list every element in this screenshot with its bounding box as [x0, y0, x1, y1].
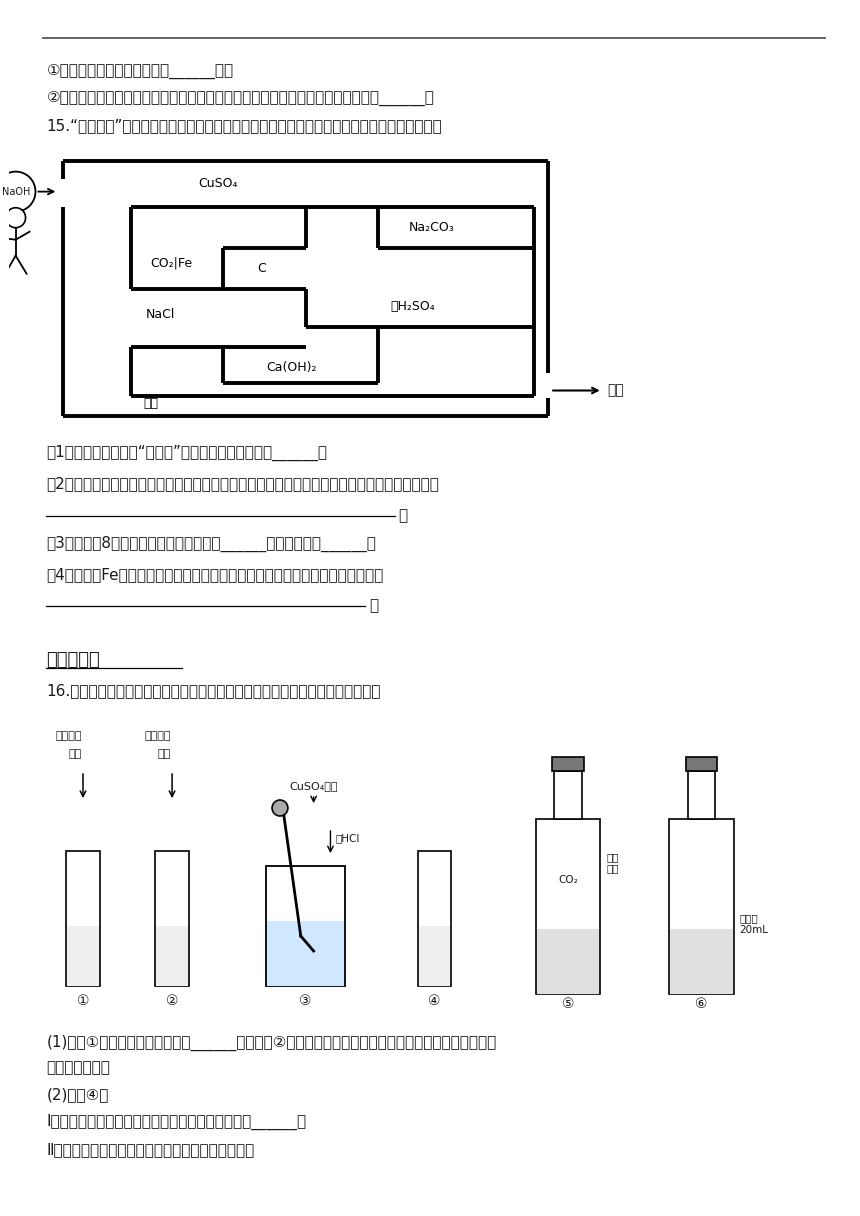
Bar [157, 927, 188, 986]
Text: (1)实验①观察到紫色石蕊溶液变______色，实验②观察到无色酔鷥溶液变成红色，由此得出：碱溶液能: (1)实验①观察到紫色石蕊溶液变______色，实验②观察到无色酔鷥溶液变成红色… [46, 1035, 496, 1051]
Text: ①: ① [77, 993, 89, 1008]
Bar [156, 851, 189, 986]
Text: C: C [258, 261, 267, 275]
Text: 滴有酚酞
的
NaOH
溶液: 滴有酚酞 的 NaOH 溶液 [293, 928, 318, 968]
Text: NaOH
溶液
20mL: NaOH 溶液 20mL [555, 946, 581, 976]
Text: 16.某化学兴趣小组开展的氧氧化钓性质系列探究活动如图所示，回答下列问题：: 16.某化学兴趣小组开展的氧氧化钓性质系列探究活动如图所示，回答下列问题： [46, 683, 381, 698]
Bar [669, 820, 734, 993]
Text: 蒸馏水
20mL: 蒸馏水 20mL [740, 913, 769, 935]
Text: NaOH
溶液: NaOH 溶液 [158, 935, 187, 957]
Text: 使指示剂变色；: 使指示剂变色； [46, 1060, 110, 1075]
Text: Ca(OH)₂: Ca(OH)₂ [266, 361, 316, 375]
Bar [418, 851, 452, 986]
Text: ④: ④ [428, 993, 440, 1008]
Bar [554, 771, 582, 820]
Circle shape [0, 171, 35, 212]
Text: ②: ② [166, 993, 178, 1008]
Text: 稀HCl: 稀HCl [335, 833, 359, 843]
Bar [688, 771, 716, 820]
Text: ③: ③ [299, 993, 312, 1008]
Bar [266, 866, 346, 986]
Text: 。: 。 [399, 508, 408, 524]
Text: ⑥: ⑥ [696, 997, 708, 1010]
Text: ⑤: ⑤ [562, 997, 574, 1010]
Text: 三、实验题: 三、实验题 [46, 651, 100, 669]
Bar [267, 921, 344, 986]
Text: 紫色石蕊: 紫色石蕊 [55, 731, 82, 741]
Text: NaOH
溶液: NaOH 溶液 [69, 935, 97, 957]
Text: Na₂CO₃: Na₂CO₃ [409, 221, 455, 233]
Text: 出口: 出口 [608, 383, 624, 398]
Bar [552, 758, 584, 771]
Text: （4）迷宫中Fe是常见的金属单质，若用实验证明鐵比铜活，应选择的一组药品是: （4）迷宫中Fe是常见的金属单质，若用实验证明鐵比铜活，应选择的一组药品是 [46, 568, 384, 582]
Text: 软塑
料瓶: 软塑 料瓶 [606, 852, 618, 873]
Circle shape [272, 800, 288, 816]
Text: NaCl: NaCl [145, 308, 175, 321]
Bar [419, 927, 451, 986]
Text: CuSO₄溶液: CuSO₄溶液 [289, 781, 338, 790]
Text: ②氧氧化馒的化学性质与氧氧化钓相似。请写出氧氧化馒与氯气反应的化学方程式______。: ②氧氧化馒的化学性质与氧氧化钓相似。请写出氧氧化馒与氯气反应的化学方程式____… [46, 90, 434, 106]
Text: （1）请在答题卡中用“连续线”画出烧碱应行走的路线______。: （1）请在答题卡中用“连续线”画出烧碱应行走的路线______。 [46, 445, 328, 461]
Text: 15.“烧碱同学”要穿过迷宫，从进口顺利地走到出口，途中遇到不反应的物质才能通过，如图：: 15.“烧碱同学”要穿过迷宫，从进口顺利地走到出口，途中遇到不反应的物质才能通过… [46, 118, 442, 134]
Text: NaOH: NaOH [2, 186, 30, 197]
Bar [66, 851, 100, 986]
Bar [685, 758, 717, 771]
Bar [537, 929, 599, 993]
Text: （2）烧碱在刚进迷宫时，就碰到了两种阻止他前进的物质。写出其中一种与其反应的化学方程式: （2）烧碱在刚进迷宫时，就碰到了两种阻止他前进的物质。写出其中一种与其反应的化学… [46, 477, 439, 491]
Text: Ⅰ、当滴加稀盐酸至溶液呈中性时，溶液中的现象是______；: Ⅰ、当滴加稀盐酸至溶液呈中性时，溶液中的现象是______； [46, 1114, 306, 1130]
Text: 稀H₂SO₄: 稀H₂SO₄ [390, 300, 435, 313]
Text: （3）迷宫皌8种物质中，俗称熟石灰的是______。属于盐的是______。: （3）迷宫皌8种物质中，俗称熟石灰的是______。属于盐的是______。 [46, 536, 377, 552]
Text: 盐酸: 盐酸 [143, 396, 158, 410]
Text: (2)实验④：: (2)实验④： [46, 1087, 108, 1103]
Text: 溶液: 溶液 [157, 749, 170, 759]
Bar [671, 929, 733, 993]
Text: Ⅱ、如图是氧氧化钓与盐酸反应的微观模拟示意图：: Ⅱ、如图是氧氧化钓与盐酸反应的微观模拟示意图： [46, 1143, 255, 1158]
Circle shape [6, 208, 26, 227]
Text: CO₂: CO₂ [558, 876, 578, 885]
Text: 溶液: 溶液 [68, 749, 82, 759]
Text: NaOH
溶液: NaOH 溶液 [421, 935, 449, 957]
Bar [536, 820, 600, 993]
Text: CuSO₄: CuSO₄ [199, 178, 238, 191]
Text: 蒸馏水
20mL: 蒸馏水 20mL [689, 952, 714, 972]
Text: ①该反应中氯元素的化合价有______种；: ①该反应中氯元素的化合价有______种； [46, 63, 234, 79]
Text: 无色酚酞: 无色酚酞 [144, 731, 171, 741]
Text: 。: 。 [369, 598, 378, 614]
Bar [67, 927, 99, 986]
Text: CO₂|Fe: CO₂|Fe [150, 257, 193, 270]
